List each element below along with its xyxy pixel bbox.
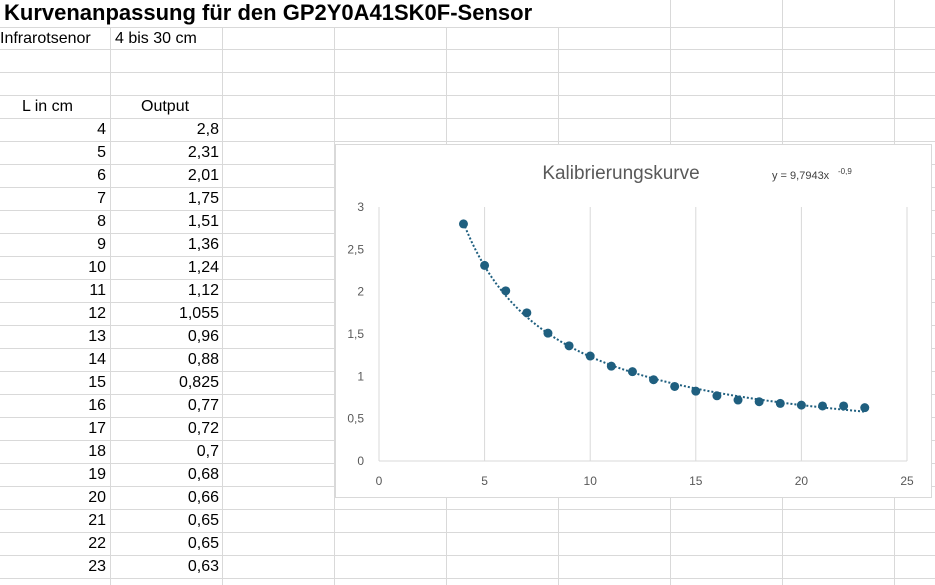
data-point — [627, 367, 637, 377]
length-cell[interactable]: 4 — [97, 121, 106, 138]
data-point — [649, 375, 659, 385]
row-divider — [0, 555, 935, 556]
y-tick-label: 0 — [357, 454, 364, 468]
x-tick-label: 10 — [584, 474, 598, 488]
output-cell[interactable]: 2,01 — [187, 167, 219, 184]
output-cell[interactable]: 1,36 — [187, 236, 219, 253]
row-divider — [0, 509, 935, 510]
output-cell[interactable]: 0,63 — [187, 558, 219, 575]
x-tick-label: 20 — [795, 474, 809, 488]
column-divider — [334, 0, 335, 585]
data-point — [501, 286, 511, 296]
data-point — [818, 401, 828, 411]
output-cell[interactable]: 1,75 — [187, 190, 219, 207]
y-tick-label: 2 — [357, 285, 364, 299]
column-header-length[interactable]: L in cm — [22, 98, 73, 115]
output-cell[interactable]: 0,72 — [187, 420, 219, 437]
data-point — [775, 398, 785, 408]
data-point — [480, 260, 490, 270]
length-cell[interactable]: 16 — [88, 397, 106, 414]
y-tick-label: 2,5 — [347, 242, 364, 256]
data-point — [522, 308, 532, 318]
length-cell[interactable]: 10 — [88, 259, 106, 276]
length-cell[interactable]: 11 — [89, 282, 106, 299]
row-divider — [0, 578, 935, 579]
row-divider — [0, 49, 935, 50]
output-cell[interactable]: 0,65 — [187, 535, 219, 552]
length-cell[interactable]: 12 — [88, 305, 106, 322]
row-divider — [0, 72, 935, 73]
length-cell[interactable]: 15 — [88, 374, 106, 391]
output-cell[interactable]: 1,24 — [187, 259, 219, 276]
data-point — [606, 361, 616, 371]
data-point — [564, 341, 574, 351]
chart-frame[interactable]: 0 5 10 15 20 25 0 0,5 1 1,5 2 2,5 3 Kalibrierungskurv… — [335, 144, 932, 498]
column-divider — [110, 0, 111, 585]
output-cell[interactable]: 2,31 — [187, 144, 219, 161]
length-cell[interactable]: 6 — [97, 167, 106, 184]
y-tick-label: 0,5 — [347, 412, 364, 426]
length-cell[interactable]: 19 — [88, 466, 106, 483]
length-cell[interactable]: 21 — [88, 512, 106, 529]
data-point — [458, 219, 468, 229]
data-point — [839, 401, 849, 411]
trendline-equation: y = 9,7943x — [772, 170, 830, 182]
trendline-exponent: -0,9 — [838, 167, 852, 176]
length-cell[interactable]: 18 — [88, 443, 106, 460]
output-cell[interactable]: 0,68 — [187, 466, 219, 483]
length-cell[interactable]: 9 — [97, 236, 106, 253]
output-cell[interactable]: 1,51 — [187, 213, 219, 230]
row-divider — [0, 532, 935, 533]
y-tick-label: 1,5 — [347, 327, 364, 341]
length-cell[interactable]: 8 — [97, 213, 106, 230]
x-tick-label: 5 — [481, 474, 488, 488]
column-header-output[interactable]: Output — [141, 98, 190, 115]
x-tick-label: 25 — [900, 474, 914, 488]
length-cell[interactable]: 13 — [88, 328, 106, 345]
y-tick-label: 1 — [357, 369, 364, 383]
row-divider — [0, 27, 935, 28]
data-point — [860, 403, 870, 413]
output-cell[interactable]: 1,12 — [187, 282, 219, 299]
calibration-chart: 0 5 10 15 20 25 0 0,5 1 1,5 2 2,5 3 Kalibrierungskurv… — [347, 163, 914, 488]
data-point — [733, 395, 743, 405]
data-point — [670, 381, 680, 391]
data-point — [712, 391, 722, 401]
data-point — [754, 397, 764, 407]
row-divider — [0, 141, 935, 142]
data-point — [585, 351, 595, 361]
output-cell[interactable]: 0,65 — [187, 512, 219, 529]
subtitle-value-cell[interactable]: 4 bis 30 cm — [115, 30, 197, 47]
sheet-title: Kurvenanpassung für den GP2Y0A41SK0F-Sen… — [4, 0, 533, 25]
output-cell[interactable]: 0,77 — [187, 397, 219, 414]
length-cell[interactable]: 14 — [88, 351, 106, 368]
column-divider — [222, 0, 223, 585]
output-cell[interactable]: 0,825 — [178, 374, 219, 391]
output-cell[interactable]: 0,7 — [196, 443, 219, 460]
output-cell[interactable]: 0,66 — [187, 489, 219, 506]
output-cell[interactable]: 0,96 — [187, 328, 219, 345]
length-cell[interactable]: 20 — [88, 489, 106, 506]
output-cell[interactable]: 0,88 — [187, 351, 219, 368]
subtitle-label-cell[interactable]: Infrarotsenor — [0, 30, 91, 47]
output-cell[interactable]: 2,8 — [196, 121, 219, 138]
length-cell[interactable]: 22 — [88, 535, 106, 552]
length-cell[interactable]: 5 — [97, 144, 106, 161]
x-tick-label: 0 — [376, 474, 383, 488]
length-cell[interactable]: 17 — [88, 420, 106, 437]
x-tick-label: 15 — [689, 474, 703, 488]
length-cell[interactable]: 23 — [88, 558, 106, 575]
data-point — [691, 386, 701, 396]
trendline — [462, 222, 865, 413]
data-point — [796, 400, 806, 410]
row-divider — [0, 95, 935, 96]
data-point — [543, 328, 553, 338]
length-cell[interactable]: 7 — [97, 190, 106, 207]
row-divider — [0, 118, 935, 119]
output-cell[interactable]: 1,055 — [178, 305, 219, 322]
y-tick-label: 3 — [357, 200, 364, 214]
chart-title: Kalibrierungskurve — [542, 163, 699, 184]
